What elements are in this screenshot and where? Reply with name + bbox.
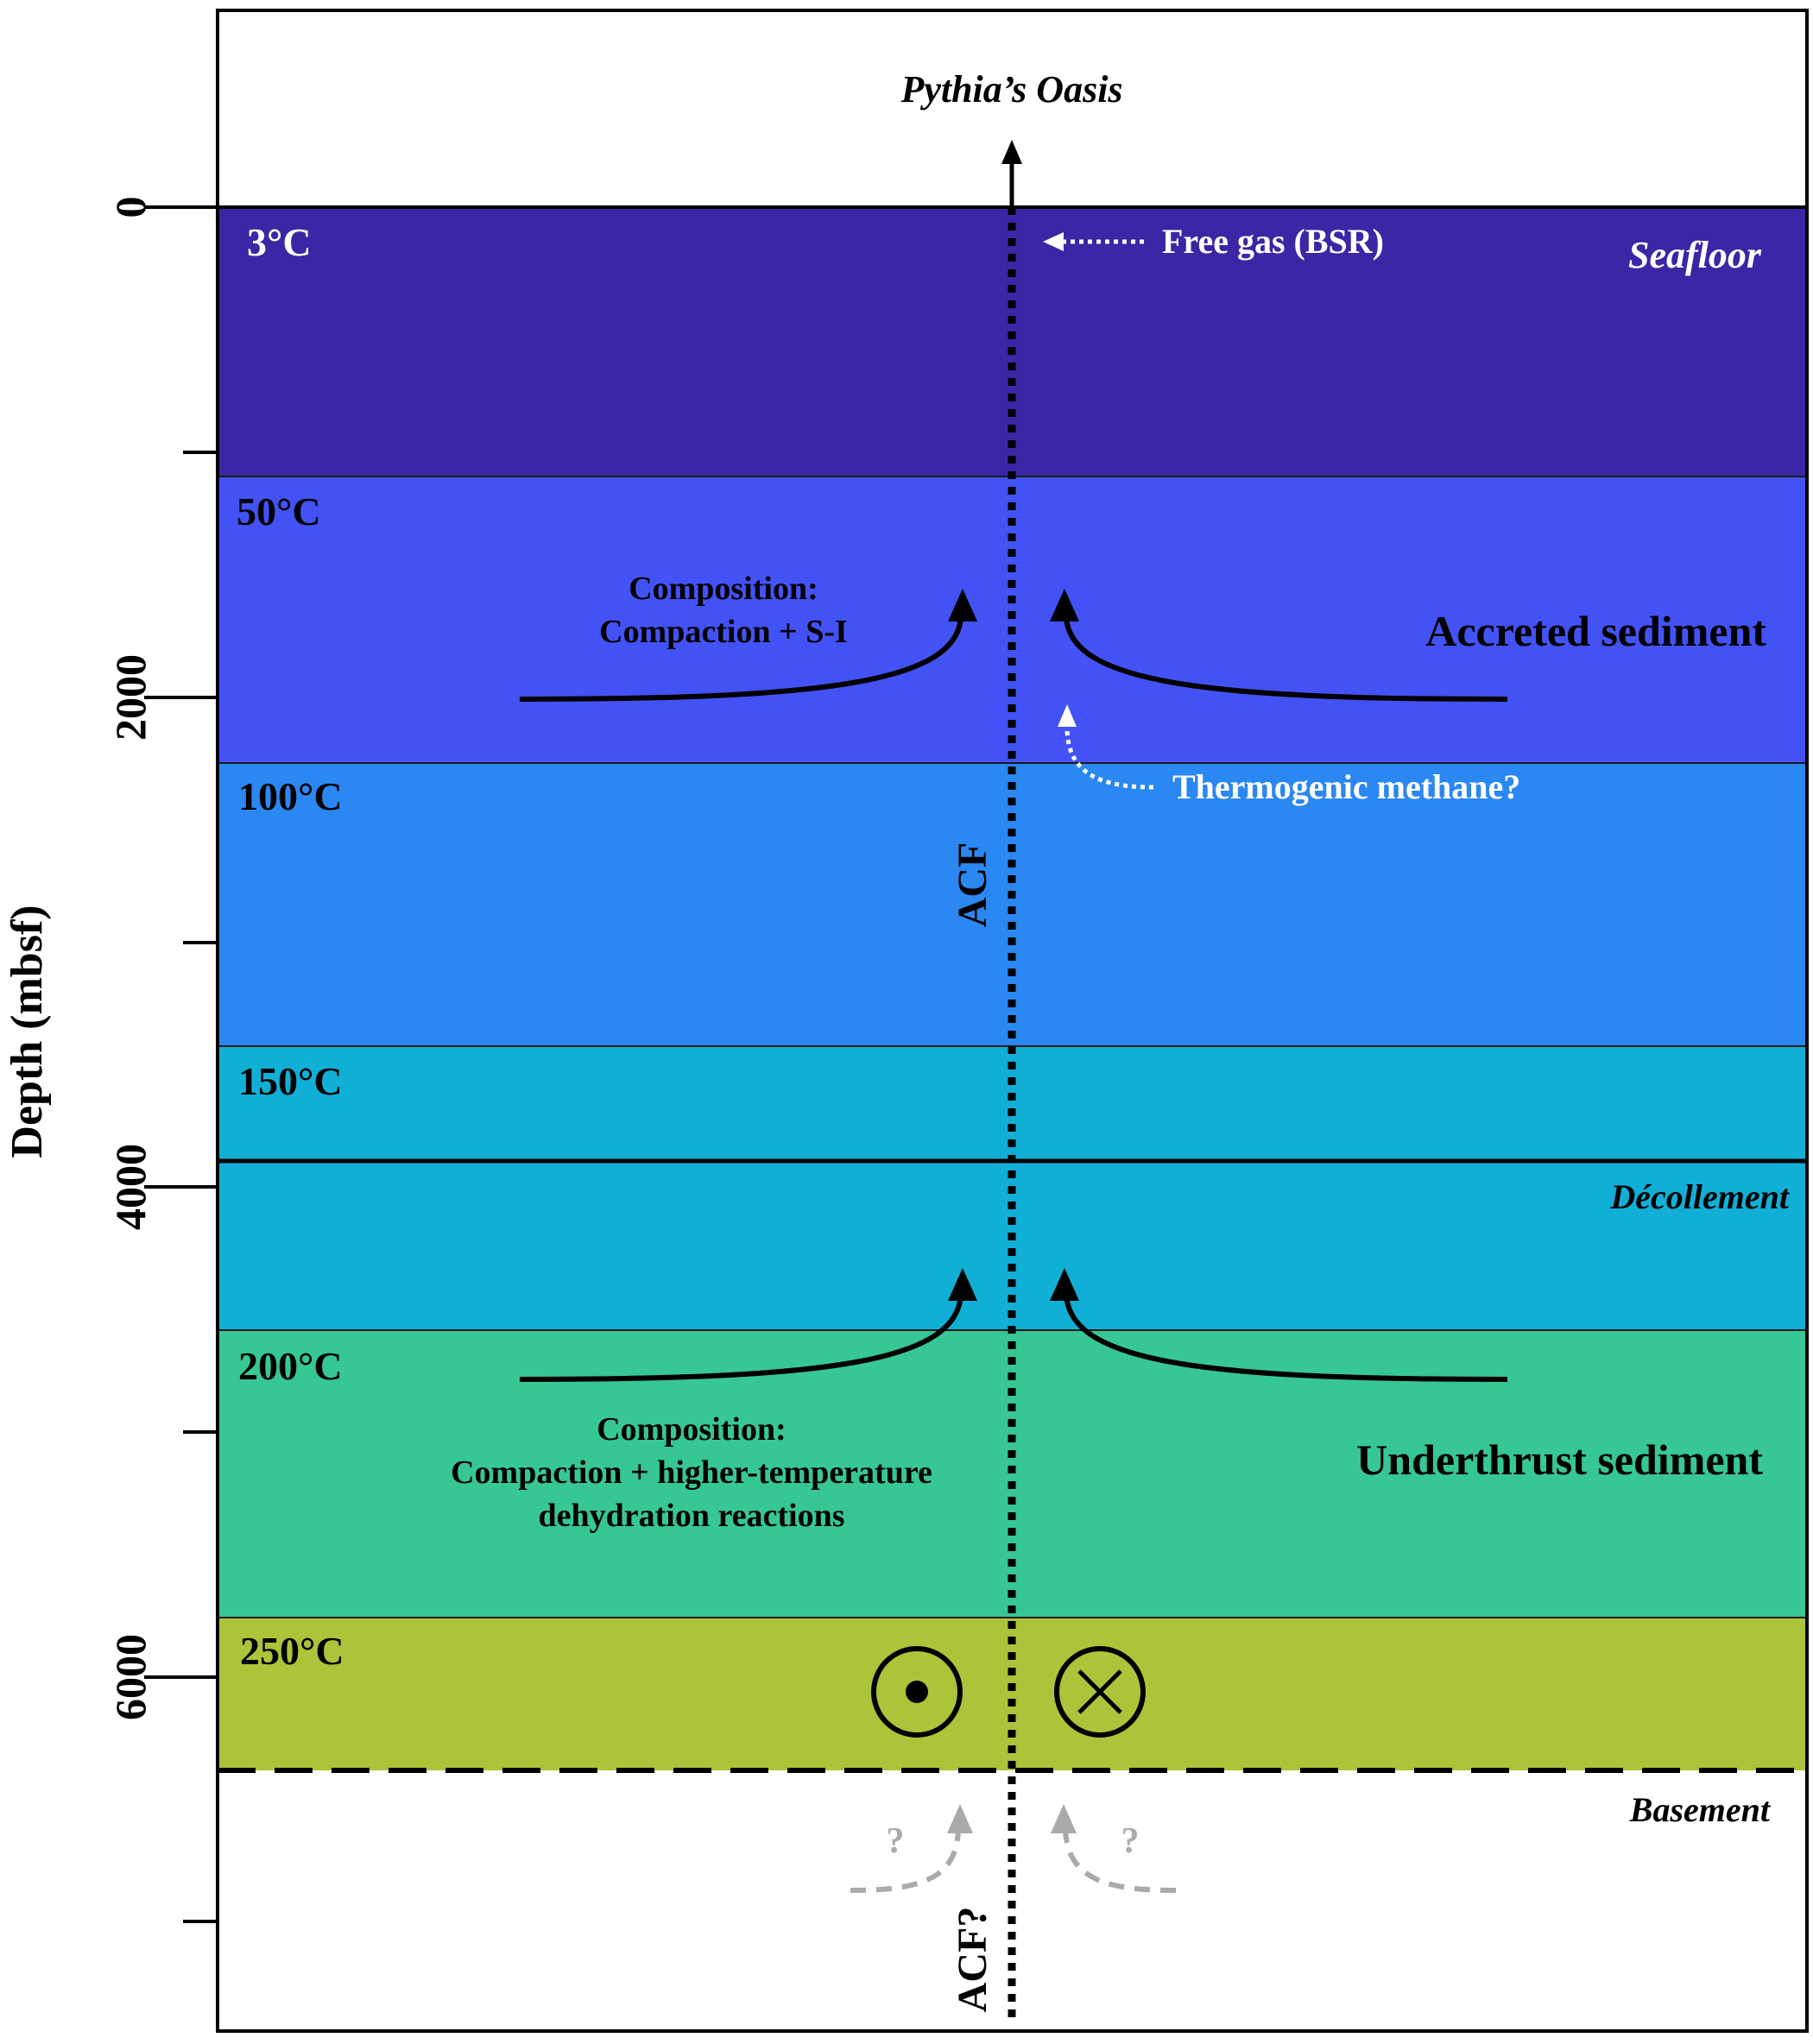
basement-left-dashed-arrow [850,1829,961,1893]
thermogenic-dotted-arrow [1064,729,1154,790]
site-label: Pythia’s Oasis [900,68,1122,110]
temp-label-200c: 200°C [238,1344,343,1388]
basement-label: Basement [1629,1790,1772,1829]
temp-label-3c: 3°C [247,220,312,264]
seafloor-label: Seafloor [1628,234,1762,276]
basement-right-question: ? [1121,1821,1140,1861]
temp-label-150c: 150°C [238,1059,343,1103]
tick-label-4000: 4000 [106,1144,155,1230]
free-gas-arrowhead [1043,232,1064,251]
underthrust-left-arrowhead [948,1268,977,1301]
temp-label-50c: 50°C [237,489,321,533]
lower-composition-line2: Compaction + higher-temperature [451,1454,932,1491]
axis-title: Depth (mbsf) [3,905,52,1158]
tick-label-6000: 6000 [106,1634,155,1720]
lower-composition-line3: dehydration reactions [538,1498,844,1534]
accreted-right-arrowhead [1050,589,1079,621]
axis-ticks [144,205,218,1923]
thermogenic-methane-label: Thermogenic methane? [1172,767,1520,806]
underthrust-right-arrowhead [1050,1268,1079,1301]
tick-label-2000: 2000 [106,654,155,741]
acf-query-label: ACF? [950,1907,995,2013]
temp-label-250c: 250°C [240,1629,344,1673]
basement-left-arrowhead [947,1804,973,1833]
upward-flow-arrowhead [1001,140,1022,164]
acf-label: ACF [950,842,995,928]
decollement-label: Décollement [1609,1177,1790,1216]
free-gas-label: Free gas (BSR) [1162,222,1384,261]
basement-left-question: ? [887,1821,905,1861]
tick-label-0: 0 [106,197,155,218]
zone-3c [218,207,1807,476]
lower-composition-line1: Composition: [597,1411,786,1448]
zone-100c [218,763,1807,1046]
accreted-right-flow-arrow [1064,616,1508,702]
accreted-left-flow-arrow [519,616,963,702]
basement-right-arrowhead [1051,1804,1077,1833]
plot-frame [216,9,1809,2033]
underthrust-right-flow-arrow [1064,1294,1508,1382]
accreted-sediment-label: Accreted sediment [1425,607,1766,655]
upper-composition-line2: Compaction + S-I [599,614,848,650]
underthrust-left-flow-arrow [519,1294,963,1382]
temp-label-100c: 100°C [238,774,343,818]
out-of-page-symbol [871,1646,963,1738]
accreted-left-arrowhead [948,589,977,621]
upper-composition-line1: Composition: [629,571,818,607]
underthrust-sediment-label: Underthrust sediment [1356,1435,1763,1484]
thermogenic-arrowhead [1058,704,1077,727]
into-page-symbol [1054,1646,1146,1738]
basement-right-dashed-arrow [1063,1829,1177,1893]
